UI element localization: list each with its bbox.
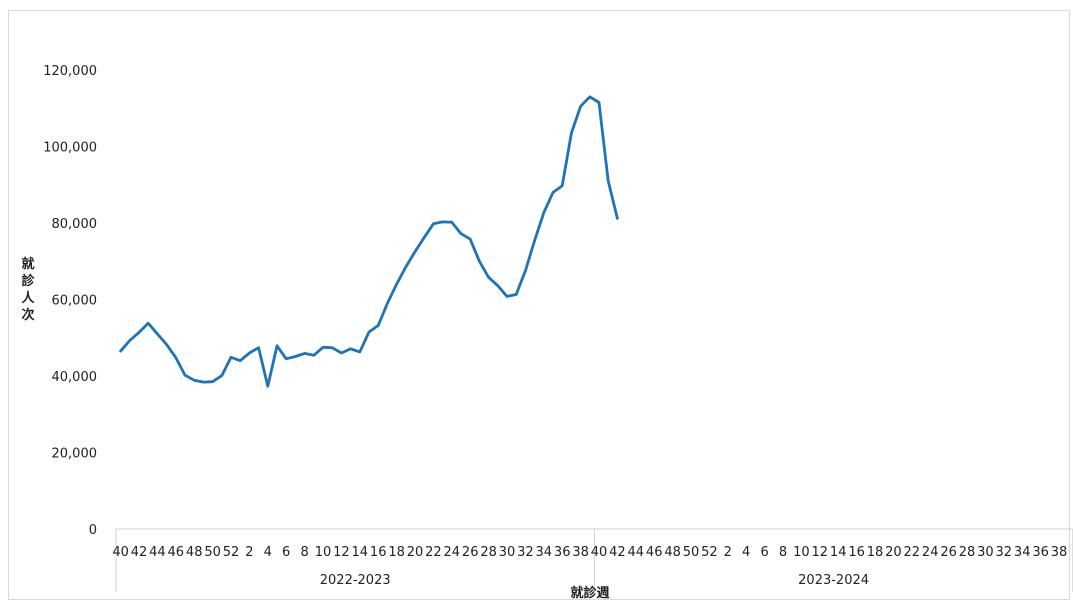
x-tick-label: 2 (724, 545, 732, 560)
x-tick-label: 46 (168, 545, 185, 560)
x-tick-label: 36 (1032, 545, 1049, 560)
x-tick-label: 40 (591, 545, 608, 560)
x-tick-label: 16 (848, 545, 865, 560)
y-axis-title-char: 次 (21, 307, 34, 323)
x-tick-label: 52 (223, 545, 240, 560)
x-tick-label: 52 (701, 545, 718, 560)
x-tick-label: 14 (352, 545, 369, 560)
x-tick-label: 22 (425, 545, 442, 560)
x-tick-label: 12 (333, 545, 350, 560)
x-tick-label: 24 (922, 545, 939, 560)
x-tick-label: 26 (462, 545, 479, 560)
x-tick-label: 42 (609, 545, 626, 560)
x-tick-label: 14 (830, 545, 847, 560)
x-tick-label: 30 (977, 545, 994, 560)
x-tick-label: 4 (264, 545, 272, 560)
x-tick-label: 36 (554, 545, 571, 560)
x-axis: 40 42 44 46 48 50 52 2 4 6 8 10 12 14 16 18 20 22 24 26 28 30… (112, 528, 1073, 592)
x-tick-label: 6 (760, 545, 768, 560)
y-tick-label: 100,000 (43, 141, 97, 156)
x-tick-label: 22 (904, 545, 921, 560)
y-axis-title-char: 人 (21, 290, 35, 306)
x-tick-label: 4 (742, 545, 750, 560)
y-tick-label: 60,000 (52, 294, 98, 309)
season-group-label: 2022-2023 (320, 573, 391, 588)
x-tick-label: 10 (793, 545, 810, 560)
x-tick-label: 34 (536, 545, 553, 560)
x-tick-label: 24 (444, 545, 461, 560)
plot-area (119, 95, 619, 388)
x-tick-label: 30 (499, 545, 516, 560)
x-tick-label: 26 (940, 545, 957, 560)
y-axis-title: 就診人次 (21, 256, 35, 323)
season-group-label: 2023-2024 (798, 573, 869, 588)
x-tick-label: 48 (664, 545, 681, 560)
x-tick-label: 48 (186, 545, 203, 560)
x-tick-label: 20 (407, 545, 424, 560)
series-line (119, 95, 619, 388)
x-tick-label: 2 (245, 545, 253, 560)
x-tick-label: 46 (646, 545, 663, 560)
y-tick-label: 0 (89, 523, 97, 538)
x-tick-label: 6 (282, 545, 290, 560)
x-tick-label: 38 (572, 545, 589, 560)
x-tick-label: 44 (149, 545, 166, 560)
x-axis-title: 就診週 (570, 585, 609, 601)
y-tick-label: 120,000 (43, 64, 97, 79)
x-tick-label: 40 (112, 545, 129, 560)
x-tick-label: 42 (131, 545, 148, 560)
y-tick-label: 20,000 (52, 447, 98, 462)
x-tick-label: 18 (867, 545, 884, 560)
y-axis-title-char: 就 (21, 256, 34, 272)
y-tick-label: 80,000 (52, 217, 98, 232)
y-axis-title-char: 診 (21, 273, 35, 289)
y-axis: 0 20,000 40,000 60,000 80,000 100,000 120,000 (43, 64, 97, 538)
x-tick-label: 10 (315, 545, 332, 560)
y-tick-label: 40,000 (52, 370, 98, 385)
x-tick-label: 50 (204, 545, 221, 560)
x-tick-label: 16 (370, 545, 387, 560)
x-tick-label: 18 (388, 545, 405, 560)
chart-frame (8, 10, 1070, 600)
x-tick-label: 50 (683, 545, 700, 560)
x-tick-label: 34 (1014, 545, 1031, 560)
x-tick-label: 38 (1051, 545, 1068, 560)
x-tick-label: 12 (812, 545, 829, 560)
x-tick-label: 32 (517, 545, 534, 560)
x-tick-label: 20 (885, 545, 902, 560)
x-tick-label: 32 (996, 545, 1013, 560)
x-tick-label: 8 (300, 545, 308, 560)
x-tick-label: 8 (779, 545, 787, 560)
x-tick-label: 44 (628, 545, 645, 560)
x-tick-label: 28 (959, 545, 976, 560)
x-tick-label: 28 (480, 545, 497, 560)
